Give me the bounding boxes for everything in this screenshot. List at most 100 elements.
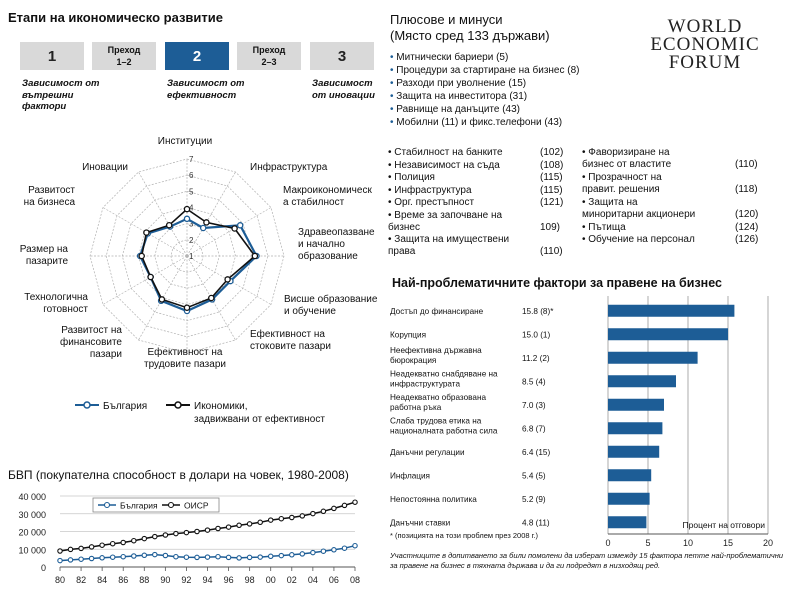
line-point bbox=[257, 554, 263, 560]
line-point bbox=[152, 551, 158, 558]
transition-box: Преход 1–2 bbox=[92, 42, 156, 70]
radar-point bbox=[236, 222, 244, 229]
minus-item-rank: (126) bbox=[735, 234, 759, 245]
minus-item-rank: (118) bbox=[735, 184, 758, 195]
line-point bbox=[67, 546, 74, 553]
bar-value-label: 5.4 (5) bbox=[522, 471, 546, 480]
bar-value-label: 8.5 (4) bbox=[522, 377, 546, 386]
radar-point bbox=[158, 296, 166, 303]
minus-item-rank: (110) bbox=[735, 159, 758, 170]
line-point bbox=[67, 557, 74, 563]
line-x-tick-label: 94 bbox=[202, 575, 212, 585]
radar-tick-label: 5 bbox=[189, 187, 194, 196]
wef-logo: WORLD ECONOMIC FORUM bbox=[640, 17, 770, 73]
minus-item-rank: 109) bbox=[540, 222, 561, 233]
bar bbox=[608, 375, 676, 388]
line-point bbox=[194, 528, 200, 535]
minus-item-text: • Пътища bbox=[582, 222, 626, 233]
plus-item: Защита на инвеститора (31) bbox=[390, 90, 580, 103]
line-x-tick-label: 04 bbox=[308, 575, 318, 585]
line-x-tick-label: 96 bbox=[224, 575, 234, 585]
radar-spoke bbox=[186, 255, 236, 341]
bar-category-label: Неадекватно снабдяване на инфраструктурат… bbox=[390, 369, 498, 388]
radar-grid-ring bbox=[89, 158, 285, 354]
radar-point bbox=[138, 252, 145, 260]
line-point bbox=[267, 517, 274, 523]
radar-point bbox=[224, 276, 231, 283]
line-x-tick-label: 06 bbox=[329, 575, 339, 585]
legend-marker-benchmark bbox=[174, 401, 182, 409]
line-y-tick-label: 30 000 bbox=[18, 510, 46, 520]
radar-point bbox=[251, 252, 259, 260]
line-point bbox=[57, 557, 63, 564]
line-point bbox=[320, 548, 327, 554]
plus-item: Митнически бариери (5) bbox=[390, 51, 580, 64]
radar-tick-label: 6 bbox=[189, 171, 194, 180]
radar-axis-label: Висше образование и обучение bbox=[284, 293, 378, 317]
minus-item-text: • Орг. престъпност bbox=[388, 197, 475, 208]
minus-item-rank: (115) bbox=[540, 172, 563, 183]
transition-range: 1–2 bbox=[116, 57, 132, 67]
bar-category-label: Достъп до финансиране bbox=[390, 307, 484, 316]
stage-caption: Зависимост от иновации bbox=[312, 78, 375, 101]
minus-item-text: • Независимост на съда bbox=[388, 160, 500, 171]
line-y-tick-label: 10 000 bbox=[18, 545, 46, 555]
bar bbox=[608, 492, 650, 505]
radar-tick-label: 2 bbox=[189, 236, 194, 245]
line-point bbox=[246, 554, 253, 561]
bar-category-label: Неефективна държавна бюрокрация bbox=[390, 346, 482, 365]
legend-marker-bulgaria bbox=[83, 401, 91, 409]
transition-label: Преход bbox=[252, 45, 286, 55]
minus-item-text: • Стабилност на банките bbox=[388, 147, 503, 158]
line-point bbox=[225, 554, 232, 561]
line-x-tick-label: 00 bbox=[266, 575, 276, 585]
line-point bbox=[278, 515, 285, 522]
radar-series-line bbox=[138, 217, 258, 313]
line-legend-box bbox=[92, 497, 220, 513]
radar-tick-label: 3 bbox=[189, 220, 194, 229]
radar-spoke bbox=[138, 171, 188, 257]
bar-value-label: 6.8 (7) bbox=[522, 424, 546, 433]
line-point bbox=[120, 553, 126, 560]
line-point bbox=[299, 513, 306, 519]
line-point bbox=[341, 502, 348, 509]
bar-category-label: Данъчни регулации bbox=[390, 448, 465, 457]
line-point bbox=[183, 529, 190, 536]
radar-spoke bbox=[186, 255, 272, 305]
line-x-tick-label: 08 bbox=[350, 575, 360, 585]
stages-title: Етапи на икономическо развитие bbox=[8, 10, 224, 25]
bar-category-label: Непостоянна политика bbox=[390, 495, 477, 504]
radar-point bbox=[183, 304, 191, 311]
bar-x-tick-label: 10 bbox=[683, 538, 693, 548]
line-point bbox=[320, 508, 327, 515]
logo-line-3: FORUM bbox=[668, 52, 742, 73]
plus-item: Процедури за стартиране на бизнес (8) bbox=[390, 64, 579, 77]
radar-point bbox=[147, 273, 154, 281]
stage-caption: Зависимост от ефективност bbox=[167, 78, 245, 101]
minus-item-text: • Защита на имуществени права bbox=[388, 234, 510, 257]
line-legend-marker bbox=[103, 501, 111, 509]
radar-point bbox=[183, 205, 191, 213]
bar-value-label: 6.4 (15) bbox=[522, 448, 550, 457]
line-point bbox=[289, 514, 295, 521]
plus-item: Мобилни (11) и фикс.телефони (43) bbox=[390, 116, 580, 129]
line-x-tick-label: 02 bbox=[287, 575, 297, 585]
radar-axis-label: Макроикономическ а стабилност bbox=[283, 185, 372, 208]
radar-tick-label: 4 bbox=[189, 204, 194, 213]
line-point bbox=[88, 544, 95, 550]
line-legend-label: ОИСР bbox=[184, 501, 209, 511]
plus-list: Митнически бариери (5)Процедури за старт… bbox=[390, 51, 580, 129]
bar-x-tick-label: 5 bbox=[645, 538, 650, 548]
line-point bbox=[331, 505, 337, 512]
radar-axis-label: Здравеопазване и начално образование bbox=[298, 227, 375, 262]
bar-value-label: 7.0 (3) bbox=[522, 401, 546, 410]
line-point bbox=[152, 533, 158, 540]
line-point bbox=[141, 552, 148, 559]
bar bbox=[608, 304, 735, 317]
line-x-tick-label: 82 bbox=[76, 575, 86, 585]
bar-value-label: 11.2 (2) bbox=[522, 354, 550, 363]
plus-item: Разходи при уволнение (15) bbox=[390, 77, 580, 90]
line-point bbox=[88, 555, 95, 562]
problem-factors-bar-chart: Най-проблематичните фактори за правене н… bbox=[389, 276, 784, 570]
line-point bbox=[141, 535, 148, 542]
